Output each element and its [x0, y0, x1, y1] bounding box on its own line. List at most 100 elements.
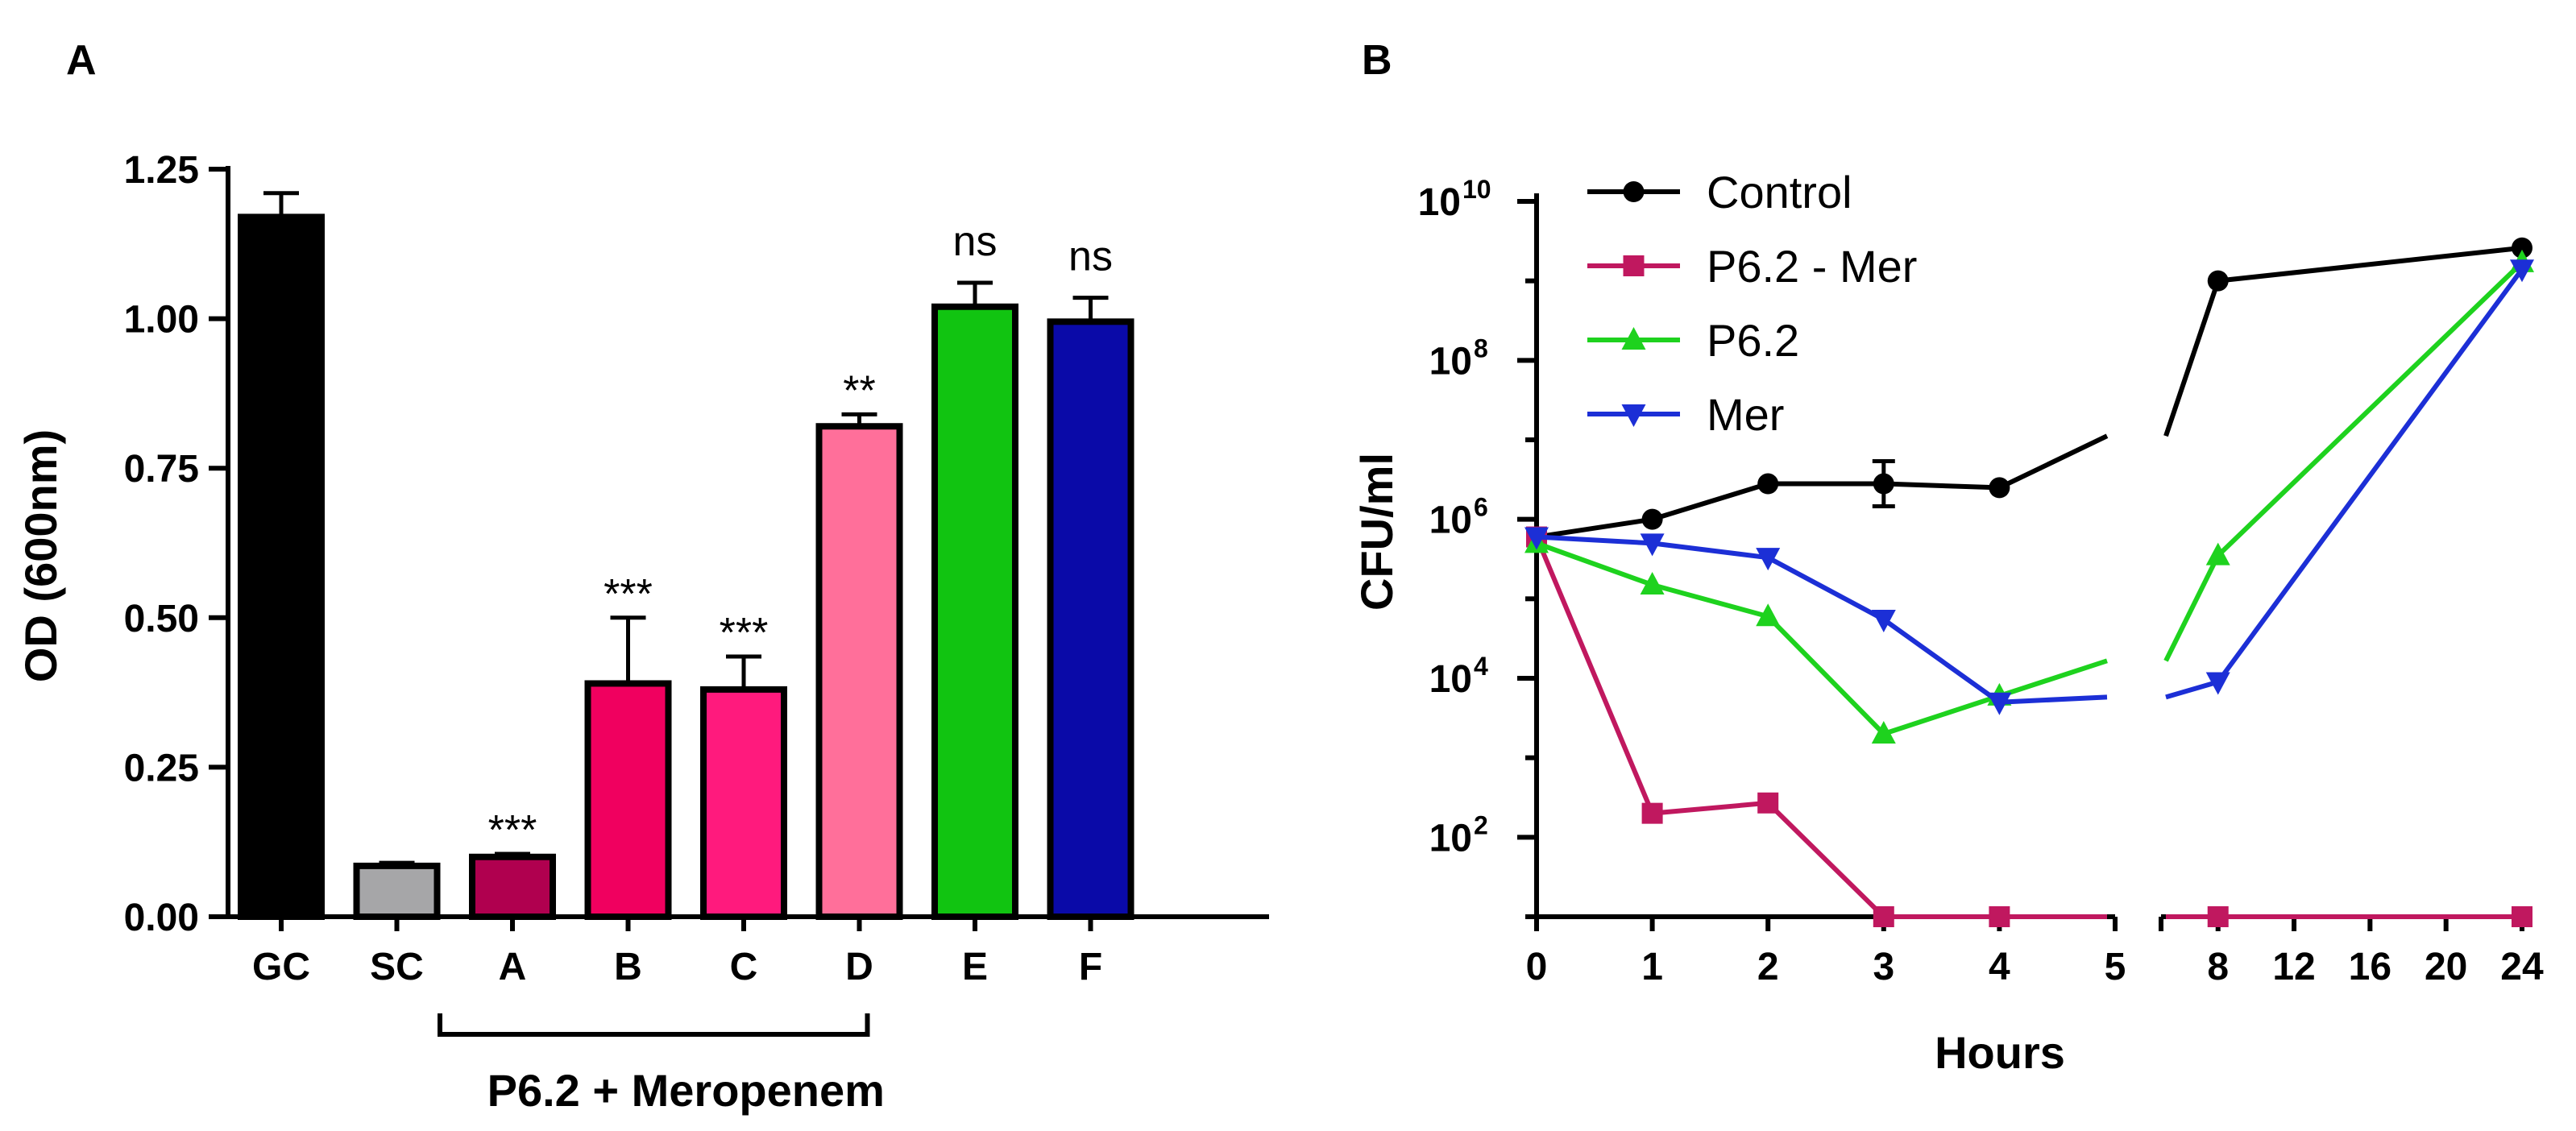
series-line-segment [1534, 536, 1655, 814]
data-point [2512, 237, 2532, 259]
series-line-segment [2163, 280, 2221, 437]
panel-b-y-tick-exponent: 6 [1474, 493, 1488, 522]
series-line-segment [1998, 433, 2109, 491]
legend-marker [1621, 327, 1646, 350]
panel-a-letter: A [66, 37, 97, 84]
panel-b-x-tick-label: 16 [2349, 946, 2391, 988]
data-point [1641, 802, 1663, 824]
data-point [1989, 477, 2010, 499]
x-tick-label-gc: GC [252, 946, 310, 988]
data-point [1871, 609, 1896, 632]
significance-label: *** [604, 571, 653, 618]
panel-a-bar-chart: A OD (600nm) 0.00 0.25 0.50 0.75 1.00 1.25 GC… [15, 37, 1269, 1116]
panel-b-x-axis-title: Hours [1935, 1027, 2065, 1078]
series-line-segment [1998, 658, 2108, 698]
panel-b-y-tick-exponent: 10 [1462, 175, 1491, 204]
data-point [1641, 508, 1663, 530]
panel-b-y-tick-base: 10 [1429, 499, 1472, 542]
legend-label: P6.2 [1707, 315, 1799, 366]
data-point [1989, 906, 2010, 927]
bar-d [815, 423, 903, 920]
data-point [2207, 270, 2229, 292]
data-point [1640, 533, 1665, 557]
series-line-segment [2163, 554, 2221, 662]
panel-a-labels: GC SC A *** B *** C *** D ** Ens Fns [252, 218, 1113, 1037]
series-mer [1524, 259, 2534, 715]
significance-label: *** [488, 807, 537, 854]
bar-f [1047, 318, 1135, 920]
significance-label: ** [843, 367, 875, 414]
x-tick-label-d: D [845, 946, 873, 988]
x-tick-label-f: F [1079, 946, 1102, 988]
series-line-segment [2216, 267, 2524, 684]
panel-b-letter: B [1362, 37, 1392, 84]
series-line-segment [1766, 555, 1885, 622]
series-line-segment [1652, 800, 1769, 816]
data-point [2205, 672, 2230, 695]
series-line-segment [1536, 534, 1653, 546]
panel-b-y-axis-title: CFU/ml [1351, 453, 1402, 611]
x-tick-label-e: E [962, 946, 988, 988]
series-line-segment [1766, 801, 1885, 919]
bar-e [931, 303, 1018, 920]
series-p6-2-mer [1526, 526, 2532, 927]
series-control [1526, 237, 2532, 548]
data-point [1640, 571, 1665, 594]
data-point [1873, 906, 1894, 927]
panel-b-legend: Control P6.2 - Mer P6.2 Mer [1587, 167, 1917, 440]
legend-label: P6.2 - Mer [1707, 241, 1917, 292]
bar-sc [353, 862, 441, 920]
panel-b-x-tick-label: 12 [2272, 946, 2315, 988]
data-point [2512, 906, 2532, 927]
series-line-segment [1882, 694, 2001, 736]
series-p6-2 [1524, 249, 2534, 744]
x-tick-label-sc: SC [370, 946, 424, 988]
panel-a-bars [238, 191, 1135, 921]
panel-b-x-tick-label: 4 [1989, 946, 2010, 988]
panel-b-y-tick-label: 10 10 [1418, 175, 1491, 224]
bar-a [469, 853, 556, 921]
panel-b-y-tick-label: 10 2 [1429, 810, 1488, 860]
legend-entry-p6-2: P6.2 [1587, 315, 1799, 366]
panel-b-x-tick-label: 5 [2105, 946, 2126, 988]
panel-b-x-tick-label: 0 [1526, 946, 1548, 988]
panel-a-y-axis-title: OD (600nm) [15, 429, 66, 682]
x-tick-label-a: A [499, 946, 527, 988]
series-line-segment [1651, 481, 1769, 522]
panel-a-axes: 0.00 0.25 0.50 0.75 1.00 1.25 [124, 149, 1269, 939]
data-point [1756, 548, 1781, 571]
panel-b-series [1524, 237, 2534, 927]
data-point [1987, 692, 2012, 715]
panel-b-y-tick-label: 10 8 [1429, 334, 1488, 383]
panel-b-x-tick-label: 8 [2207, 946, 2229, 988]
significance-label: ns [1068, 234, 1113, 280]
data-point [2207, 906, 2229, 927]
series-line-segment [2165, 679, 2219, 700]
panel-b-y-tick-exponent: 8 [1474, 334, 1488, 362]
panel-b-y-tick-base: 10 [1418, 181, 1461, 224]
panel-b-x-tick-label: 24 [2500, 946, 2544, 988]
bracket-label: P6.2 + Meropenem [487, 1065, 885, 1116]
data-point [1757, 792, 1779, 814]
panel-a-y-tick-label: 0.50 [124, 598, 199, 640]
series-line-segment [2216, 260, 2524, 557]
panel-a-y-tick-label: 1.25 [124, 149, 199, 192]
data-point [1756, 603, 1781, 627]
panel-b-y-tick-exponent: 2 [1474, 810, 1488, 839]
legend-entry-mer: Mer [1587, 389, 1784, 440]
panel-b-y-tick-label: 10 4 [1429, 652, 1488, 701]
panel-b-y-tick-exponent: 4 [1474, 652, 1488, 681]
bar-c [700, 686, 787, 920]
panel-b-x-tick-label: 20 [2425, 946, 2467, 988]
legend-entry-control: Control [1587, 167, 1852, 218]
series-line-segment [1535, 541, 1653, 587]
series-line-segment [1652, 541, 1769, 561]
legend-marker [1623, 181, 1645, 202]
panel-a-y-tick-label: 1.00 [124, 299, 199, 342]
data-point [1524, 527, 1549, 550]
data-point [2205, 542, 2230, 566]
panel-a-y-tick-label: 0.00 [124, 897, 199, 939]
series-line-segment [1651, 582, 1769, 619]
